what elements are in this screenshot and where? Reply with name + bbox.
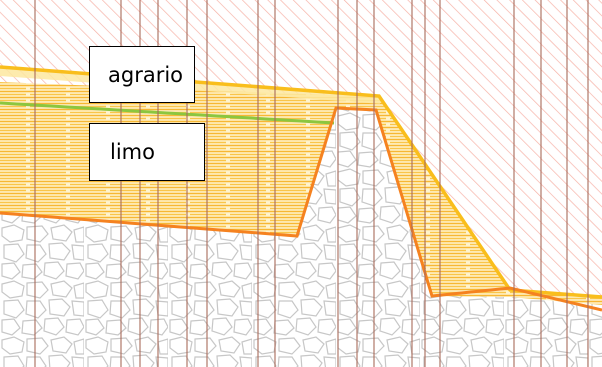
label-limo: limo	[89, 123, 205, 181]
right-slope-fill	[376, 100, 602, 305]
gravel-layer	[0, 108, 602, 367]
limo-gravel-boundary	[0, 106, 602, 312]
label-agrario: agrario	[89, 46, 195, 103]
interface-line	[0, 101, 335, 125]
gravel-core	[300, 110, 432, 296]
